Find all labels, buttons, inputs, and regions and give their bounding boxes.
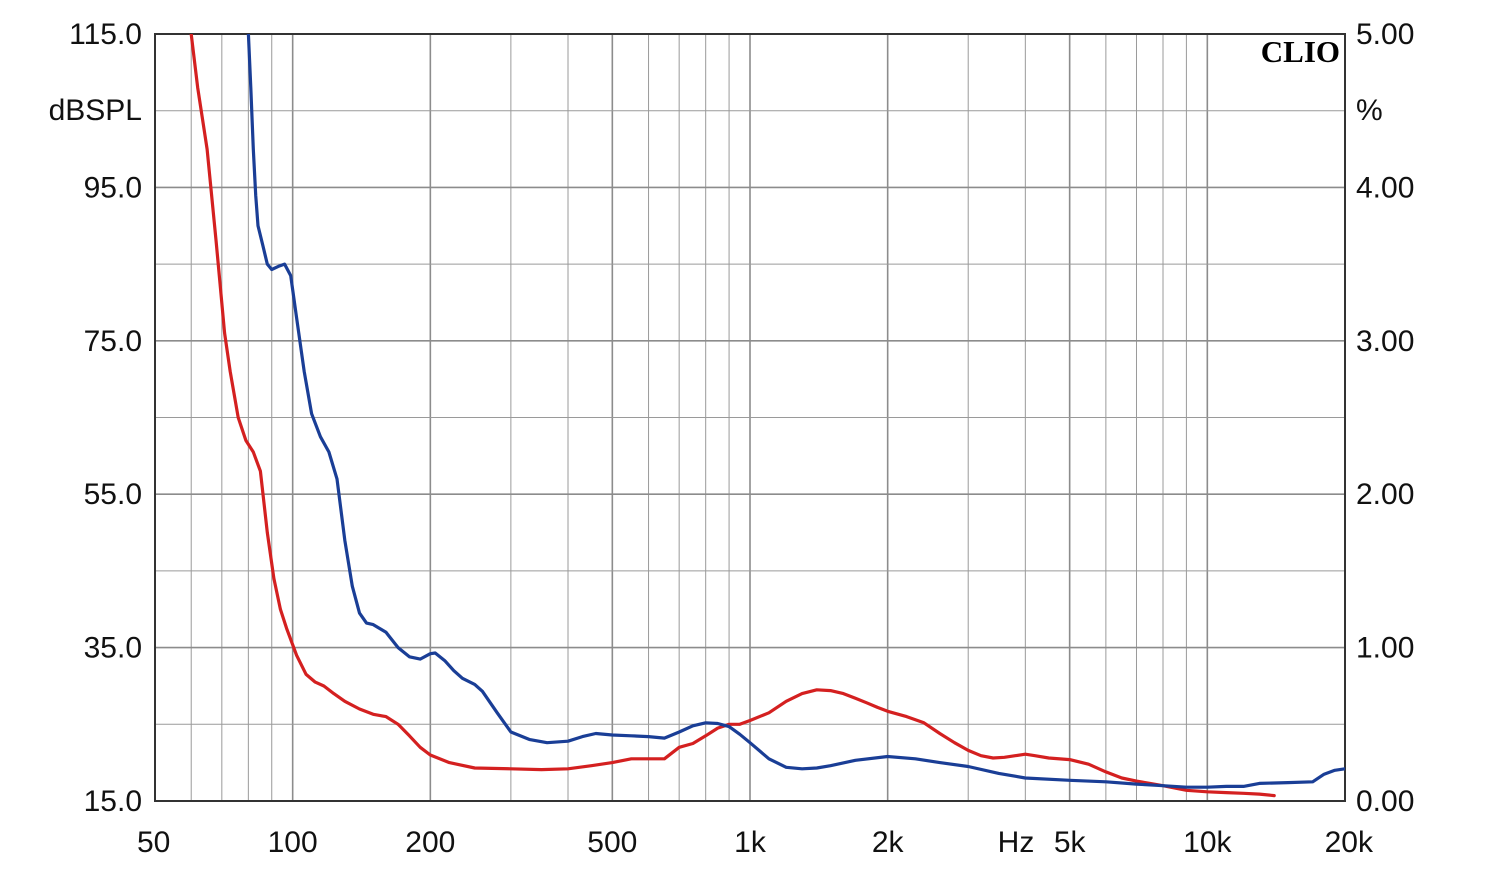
y-left-tick-label: 75.0 [84,325,142,358]
x-tick-label: 1k [734,826,767,859]
x-tick-label: 20k [1325,826,1374,859]
y-left-unit: dBSPL [49,94,142,127]
x-tick-label: 50 [137,826,170,859]
x-tick-label: 200 [405,826,455,859]
y-left-tick-label: 95.0 [84,171,142,204]
x-tick-label: 5k [1054,826,1087,859]
plot-frame [154,33,1346,802]
x-tick-label: 2k [872,826,905,859]
axis-labels: 115.0 95.0 75.0 55.0 35.0 15.0 5.00 4.00 3.00 2.0… [69,18,1414,859]
x-unit: Hz [998,826,1035,859]
y-right-tick-label: 1.00 [1356,632,1414,665]
y-left-tick-label: 115.0 [69,18,142,51]
y-right-unit: % [1356,94,1383,127]
series-line-red [189,34,1276,798]
series-line-blue [246,34,1345,789]
x-tick-label: 10k [1183,826,1232,859]
y-right-tick-label: 2.00 [1356,478,1414,511]
brand-logo: CLIO [1261,34,1340,69]
x-tick-label: 500 [587,826,637,859]
y-right-tick-label: 4.00 [1356,171,1414,204]
y-left-tick-label: 35.0 [84,632,142,665]
y-right-tick-label: 0.00 [1356,785,1414,818]
y-right-tick-label: 3.00 [1356,325,1414,358]
grid [155,34,1345,801]
series-layer [189,34,1345,798]
x-tick-label: 100 [268,826,318,859]
y-right-tick-label: 5.00 [1356,18,1414,51]
y-left-tick-label: 55.0 [84,478,142,511]
y-left-tick-label: 15.0 [84,785,142,818]
